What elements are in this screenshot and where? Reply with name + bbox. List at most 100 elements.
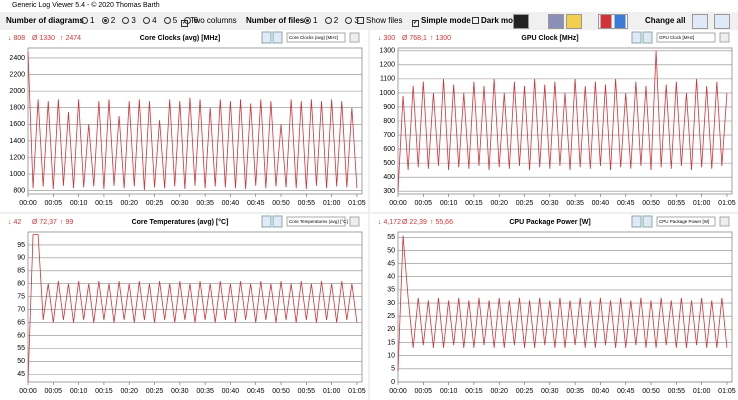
y-tick-label: 1100 bbox=[380, 76, 395, 83]
x-tick-label: 01:05 bbox=[718, 388, 736, 395]
x-tick-label: 00:10 bbox=[440, 388, 458, 395]
camera-button[interactable] bbox=[513, 14, 529, 29]
y-tick-label: 30 bbox=[387, 300, 395, 307]
plot-area bbox=[397, 231, 733, 383]
y-tick-label: 1200 bbox=[379, 62, 395, 69]
checkbox-label: Simple mode bbox=[421, 16, 471, 25]
y-tick-label: 1000 bbox=[9, 171, 25, 178]
y-tick-label: 800 bbox=[13, 188, 25, 195]
series-select[interactable] bbox=[286, 32, 346, 43]
pin-button[interactable] bbox=[631, 215, 642, 228]
chart-title: GPU Clock [MHz] bbox=[521, 35, 578, 42]
simple-mode-check[interactable]: ✓ Simple mode bbox=[412, 16, 471, 27]
x-tick-label: 00:10 bbox=[70, 200, 88, 207]
series-line bbox=[27, 51, 358, 191]
x-tick-label: 00:35 bbox=[566, 200, 584, 207]
radio-option[interactable]: 2 bbox=[110, 16, 116, 25]
pin-button[interactable] bbox=[261, 31, 272, 44]
y-tick-label: 85 bbox=[17, 268, 25, 275]
open-button[interactable] bbox=[566, 14, 582, 29]
y-tick-label: 90 bbox=[17, 255, 25, 262]
x-tick-label: 00:25 bbox=[516, 200, 534, 207]
pin-button[interactable] bbox=[261, 215, 272, 228]
menu-button[interactable] bbox=[349, 216, 360, 227]
x-tick-label: 01:05 bbox=[348, 200, 366, 207]
x-tick-label: 00:25 bbox=[146, 388, 164, 395]
x-tick-label: 01:00 bbox=[323, 388, 341, 395]
radio-option[interactable]: 5 bbox=[172, 16, 178, 25]
x-tick-label: 00:30 bbox=[171, 200, 189, 207]
menu-button[interactable] bbox=[349, 32, 360, 43]
series-select[interactable] bbox=[286, 216, 346, 227]
two-columns-check[interactable]: ✓ Two columns bbox=[181, 16, 237, 27]
series-line bbox=[397, 235, 728, 372]
chart-panel: ↓ 808 Ø 1330 ↑ 2474 Core Clocks (avg) [MHz]… bbox=[0, 30, 368, 212]
y-tick-label: 45 bbox=[17, 371, 25, 378]
down-button[interactable] bbox=[714, 14, 730, 29]
save-button[interactable] bbox=[548, 14, 564, 29]
pin-button[interactable] bbox=[642, 31, 653, 44]
x-tick-label: 00:25 bbox=[146, 200, 164, 207]
x-tick-label: 00:55 bbox=[298, 200, 316, 207]
x-tick-label: 00:00 bbox=[19, 388, 37, 395]
radio-option[interactable]: 1 bbox=[313, 16, 318, 25]
x-tick-label: 01:00 bbox=[323, 200, 341, 207]
y-tick-label: 55 bbox=[17, 345, 25, 352]
up-button[interactable] bbox=[692, 14, 708, 29]
stat-label: Ø 768,1 bbox=[402, 35, 427, 42]
show-files-check[interactable]: Show files bbox=[357, 12, 402, 30]
y-tick-label: 15 bbox=[387, 339, 395, 346]
stat-label: ↓ 808 bbox=[8, 35, 25, 42]
plot-area bbox=[27, 231, 363, 383]
x-tick-label: 00:05 bbox=[45, 200, 63, 207]
y-tick-label: 500 bbox=[383, 160, 395, 167]
menu-button[interactable] bbox=[719, 32, 730, 43]
pin-button[interactable] bbox=[642, 215, 653, 228]
radio-option[interactable]: 3 bbox=[131, 16, 136, 25]
checkbox-label: Two columns bbox=[190, 16, 237, 25]
diagram-options: 1 2 3 4 5 6 bbox=[76, 12, 198, 30]
radio-option[interactable]: 1 bbox=[90, 16, 95, 25]
pin-button[interactable] bbox=[272, 215, 283, 228]
y-tick-label: 800 bbox=[383, 118, 395, 125]
radio-option[interactable]: 2 bbox=[333, 16, 339, 25]
y-tick-label: 20 bbox=[387, 326, 395, 333]
x-tick-label: 00:50 bbox=[642, 200, 660, 207]
x-tick-label: 00:45 bbox=[617, 388, 635, 395]
x-tick-label: 00:15 bbox=[465, 388, 483, 395]
series-line bbox=[27, 234, 358, 383]
series-line bbox=[397, 50, 728, 192]
pin-button[interactable] bbox=[272, 31, 283, 44]
series-select[interactable] bbox=[656, 32, 716, 43]
y-tick-label: 0 bbox=[391, 379, 395, 386]
x-tick-label: 00:30 bbox=[171, 388, 189, 395]
y-tick-label: 900 bbox=[383, 104, 395, 111]
series-select[interactable] bbox=[656, 216, 716, 227]
x-tick-label: 00:40 bbox=[222, 388, 240, 395]
menu-button[interactable] bbox=[719, 216, 730, 227]
chart-panel: ↓ 300 Ø 768,1 ↑ 1300 GPU Clock [MHz] GPU Clo… bbox=[370, 30, 738, 212]
dark-mode-check[interactable]: Dark mod bbox=[472, 12, 518, 30]
swap-button[interactable] bbox=[598, 14, 628, 29]
checkbox-label: Show files bbox=[366, 16, 403, 25]
radio-option[interactable]: 6 bbox=[193, 16, 198, 25]
x-tick-label: 00:30 bbox=[541, 388, 559, 395]
y-tick-label: 60 bbox=[17, 332, 25, 339]
x-tick-label: 00:25 bbox=[516, 388, 534, 395]
radio-option[interactable]: 3 bbox=[354, 16, 359, 25]
x-tick-label: 00:20 bbox=[490, 388, 508, 395]
stat-label: Ø 72,37 bbox=[32, 219, 57, 226]
y-tick-label: 2200 bbox=[9, 71, 25, 78]
y-tick-label: 400 bbox=[383, 174, 395, 181]
x-tick-label: 00:35 bbox=[196, 200, 214, 207]
y-tick-label: 65 bbox=[17, 319, 25, 326]
stat-label: ↑ 1300 bbox=[430, 35, 451, 42]
radio-option[interactable]: 4 bbox=[152, 16, 157, 25]
title-bar: Generic Log Viewer 5.4 - © 2020 Thomas B… bbox=[0, 0, 738, 12]
series-select-label: Core Temperatures (avg) [°C] bbox=[289, 219, 348, 224]
x-tick-label: 00:55 bbox=[668, 200, 686, 207]
pin-button[interactable] bbox=[631, 31, 642, 44]
y-tick-label: 95 bbox=[17, 242, 25, 249]
y-tick-label: 40 bbox=[387, 274, 395, 281]
y-tick-label: 10 bbox=[387, 353, 395, 360]
